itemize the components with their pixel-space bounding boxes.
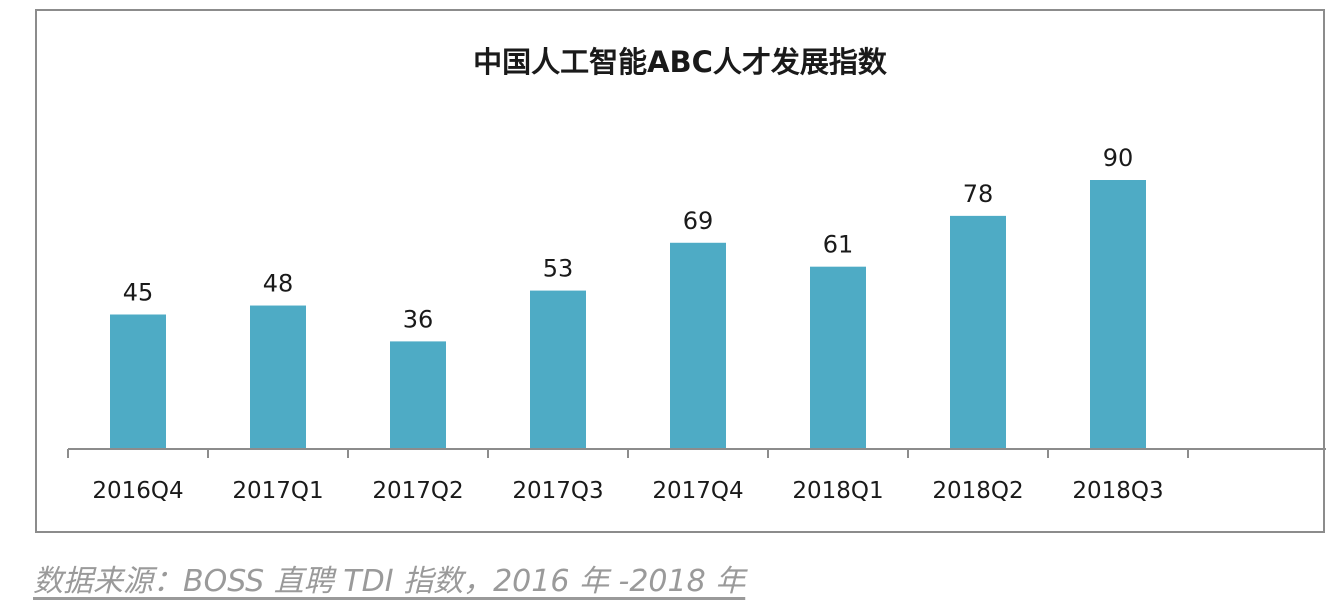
- source-note: 数据来源：BOSS 直聘 TDI 指数，2016 年 -2018 年: [33, 564, 746, 599]
- bar-2016Q4: [110, 314, 166, 449]
- data-label-2017Q1: 48: [263, 270, 294, 298]
- x-tick-label-2017Q1: 2017Q1: [232, 478, 323, 504]
- bar-2017Q1: [250, 305, 306, 449]
- data-label-2018Q3: 90: [1103, 144, 1134, 172]
- x-tick-label-2017Q3: 2017Q3: [512, 478, 603, 504]
- x-tick-label-2017Q4: 2017Q4: [652, 478, 743, 504]
- bar-2017Q3: [530, 290, 586, 449]
- data-label-2018Q2: 78: [963, 180, 994, 208]
- bar-2017Q2: [390, 341, 446, 449]
- data-label-2017Q4: 69: [683, 207, 714, 235]
- bar-2017Q4: [670, 242, 726, 449]
- data-label-2017Q3: 53: [543, 255, 574, 283]
- bar-2018Q1: [810, 266, 866, 449]
- x-tick-label-2016Q4: 2016Q4: [92, 478, 183, 504]
- x-tick-label-2018Q3: 2018Q3: [1072, 478, 1163, 504]
- data-label-2017Q2: 36: [403, 305, 434, 333]
- x-tick-label-2018Q2: 2018Q2: [932, 478, 1023, 504]
- bar-2018Q2: [950, 215, 1006, 449]
- x-tick-label-2017Q2: 2017Q2: [372, 478, 463, 504]
- bar-2018Q3: [1090, 180, 1146, 449]
- x-tick-label-2018Q1: 2018Q1: [792, 478, 883, 504]
- data-label-2016Q4: 45: [123, 279, 154, 307]
- data-label-2018Q1: 61: [823, 231, 854, 259]
- chart-title: 中国人工智能ABC人才发展指数: [473, 45, 887, 79]
